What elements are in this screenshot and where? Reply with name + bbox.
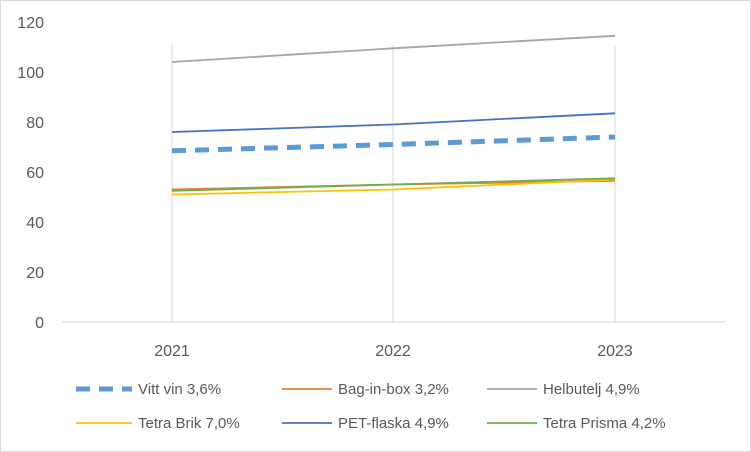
series-line xyxy=(171,34,616,63)
legend-label: Vitt vin 3,6% xyxy=(138,381,221,398)
legend-label: Helbutelj 4,9% xyxy=(543,381,640,398)
x-tick-label: 2021 xyxy=(154,343,190,360)
y-tick-label: 120 xyxy=(17,15,44,32)
y-tick-label: 20 xyxy=(26,265,44,282)
y-tick-label: 40 xyxy=(26,215,44,232)
x-tick-label: 2022 xyxy=(375,343,411,360)
series-line xyxy=(171,134,616,154)
series-line xyxy=(171,177,616,192)
x-tick-label: 2023 xyxy=(597,343,633,360)
series-lines xyxy=(171,34,616,196)
y-tick-label: 0 xyxy=(35,315,44,332)
x-axis-tick-labels: 2021 2022 2023 xyxy=(154,343,633,360)
y-tick-label: 60 xyxy=(26,165,44,182)
legend-label: Tetra Prisma 4,2% xyxy=(543,415,666,432)
y-tick-label: 100 xyxy=(17,65,44,82)
y-axis-tick-labels: 0 20 40 60 80 100 120 xyxy=(17,15,44,332)
series-line xyxy=(171,178,616,196)
legend-label: Tetra Brik 7,0% xyxy=(138,415,240,432)
legend-label: PET-flaska 4,9% xyxy=(338,415,449,432)
y-tick-label: 80 xyxy=(26,115,44,132)
legend: Vitt vin 3,6% Bag-in-box 3,2% Helbutelj 4,… xyxy=(76,381,666,432)
series-line xyxy=(171,112,616,133)
gridlines xyxy=(171,45,616,322)
legend-label: Bag-in-box 3,2% xyxy=(338,381,449,398)
